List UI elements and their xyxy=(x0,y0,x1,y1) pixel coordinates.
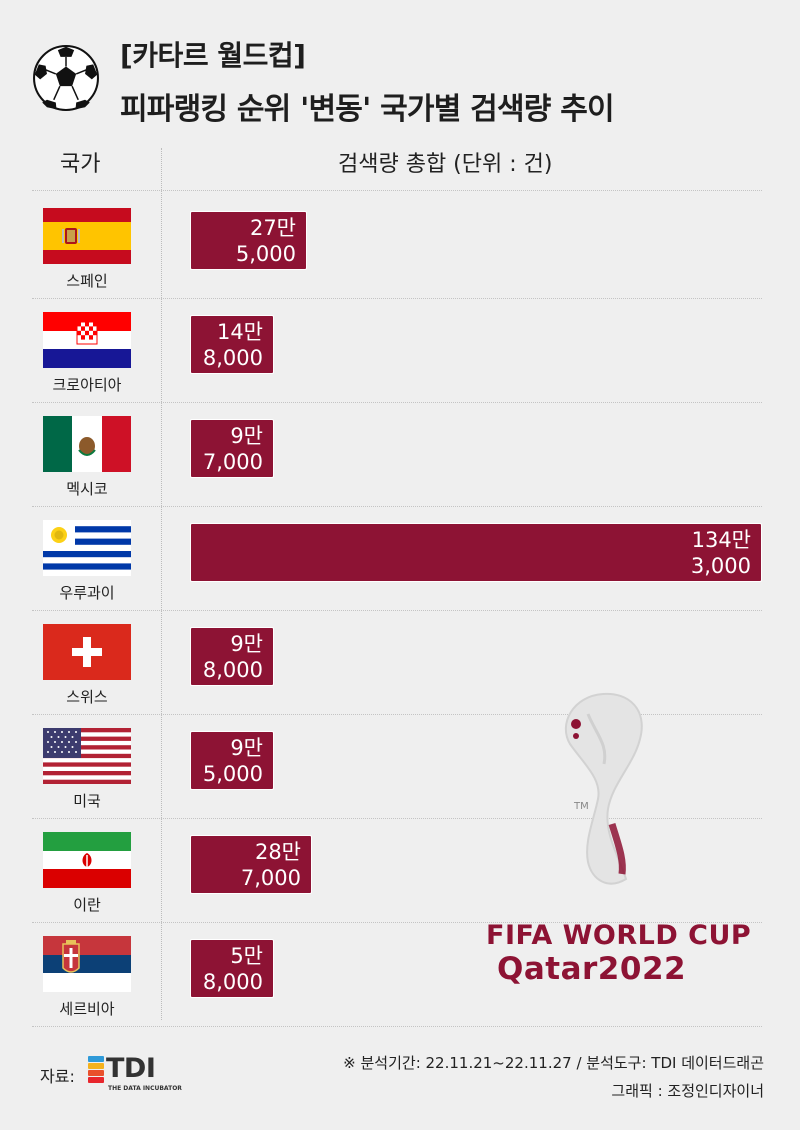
country-label: 미국 xyxy=(73,792,101,810)
source-label: 자료: xyxy=(40,1067,75,1086)
bar-value-label: 9만 5,000 xyxy=(203,735,263,787)
bar-label-line2: 7,000 xyxy=(240,866,301,890)
country-label: 이란 xyxy=(73,896,101,914)
bar-label-line1: 14만 xyxy=(216,320,263,344)
bar: 28만 7,000 xyxy=(190,835,312,894)
bar: 9만 5,000 xyxy=(190,731,274,790)
bar-value-label: 28만 7,000 xyxy=(241,839,301,891)
bar-label-line2: 7,000 xyxy=(202,450,263,474)
bar-label-line2: 8,000 xyxy=(202,970,263,994)
bar-value-label: 134만 3,000 xyxy=(691,527,751,579)
row-divider xyxy=(32,922,762,923)
svg-text:TM: TM xyxy=(573,801,589,812)
tdi-logo-subtitle: THE DATA INCUBATOR xyxy=(108,1085,182,1092)
bar-label-line2: 8,000 xyxy=(202,346,263,370)
country-label: 스위스 xyxy=(66,688,108,706)
row-divider xyxy=(32,298,762,299)
bar: 9만 7,000 xyxy=(190,419,274,478)
world-cup-emblem-icon: TM xyxy=(564,692,643,885)
row-divider xyxy=(32,714,762,715)
country-label: 크로아티아 xyxy=(52,376,122,394)
column-divider xyxy=(161,148,162,1020)
bar: 5만 8,000 xyxy=(190,939,274,998)
switzerland-flag-icon xyxy=(43,624,131,680)
uruguay-flag-icon xyxy=(43,520,131,576)
bar-label-line2: 5,000 xyxy=(235,242,296,266)
row-divider xyxy=(32,1026,762,1027)
row-divider xyxy=(32,506,762,507)
row-divider xyxy=(32,610,762,611)
croatia-flag-icon xyxy=(43,312,131,368)
bar-label-line1: 27만 xyxy=(249,216,296,240)
tdi-logo-text: TDI xyxy=(106,1053,156,1084)
iran-flag-icon xyxy=(43,832,131,888)
analysis-period-note: ※ 분석기간: 22.11.21~22.11.27 / 분석도구: TDI 데이… xyxy=(343,1054,764,1072)
bar-label-line2: 5,000 xyxy=(202,762,263,786)
graphic-credit: 그래픽 : 조정인디자이너 xyxy=(611,1082,764,1100)
mexico-flag-icon xyxy=(43,416,131,472)
tdi-logo: TDI THE DATA INCUBATOR xyxy=(88,1053,182,1094)
country-label: 멕시코 xyxy=(66,480,108,498)
bar: 27만 5,000 xyxy=(190,211,307,270)
bar-label-line1: 9만 xyxy=(230,632,263,656)
country-label: 우루과이 xyxy=(59,584,115,602)
title-area: [카타르 월드컵] 피파랭킹 순위 '변동' 국가별 검색량 추이 xyxy=(0,0,800,140)
country-column-header: 국가 xyxy=(60,152,101,177)
bar-label-line2: 3,000 xyxy=(690,554,751,578)
usa-flag-icon xyxy=(43,728,131,784)
country-label: 세르비아 xyxy=(59,1000,115,1018)
bar-label-line1: 28만 xyxy=(254,840,301,864)
soccer-ball-icon xyxy=(33,45,99,111)
world-cup-wordmark: FIFA WORLD CUP xyxy=(486,920,752,951)
bar: 14만 8,000 xyxy=(190,315,274,374)
world-cup-wordmark-qatar: Qatar2022 xyxy=(497,951,687,987)
bar-label-line1: 9만 xyxy=(230,424,263,448)
bar-label-line1: 5만 xyxy=(230,944,263,968)
header-divider xyxy=(32,190,762,191)
bar-value-label: 14만 8,000 xyxy=(203,319,263,371)
bar-value-label: 9만 8,000 xyxy=(203,631,263,683)
serbia-flag-icon xyxy=(43,936,131,992)
bar-label-line2: 8,000 xyxy=(202,658,263,682)
row-divider xyxy=(32,402,762,403)
tdi-logo-bars-icon xyxy=(88,1056,104,1083)
bar-value-label: 27만 5,000 xyxy=(236,215,296,267)
spain-flag-icon xyxy=(43,208,131,264)
country-label: 스페인 xyxy=(66,272,108,290)
search-column-header: 검색량 총합 (단위 : 건) xyxy=(338,152,553,177)
bar-label-line1: 9만 xyxy=(230,736,263,760)
bar: 134만 3,000 xyxy=(190,523,762,582)
page-title: 피파랭킹 순위 '변동' 국가별 검색량 추이 xyxy=(120,92,615,127)
bar-value-label: 5만 8,000 xyxy=(203,943,263,995)
title-line1: [카타르 월드컵] xyxy=(120,39,306,72)
row-divider xyxy=(32,818,762,819)
bar: 9만 8,000 xyxy=(190,627,274,686)
bar-label-line1: 134만 xyxy=(691,528,751,552)
bar-value-label: 9만 7,000 xyxy=(203,423,263,475)
